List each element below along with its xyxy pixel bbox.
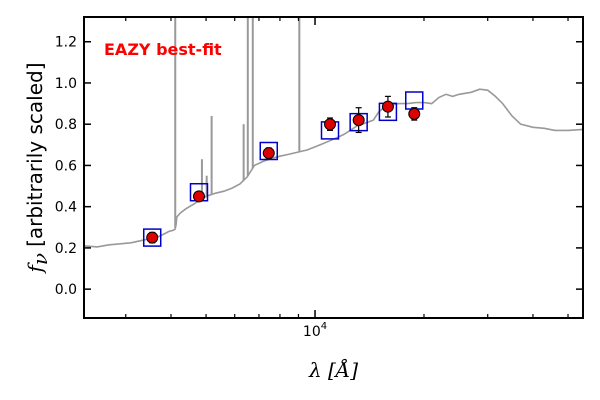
axis-ticks: 0.0 0.2 0.4 0.6 0.8 1.0 1.2 104 — [55, 17, 583, 340]
observed-flux-point-6 — [408, 107, 421, 120]
observed-flux-point-5 — [381, 100, 394, 113]
x-tick-label-exponent-0: 4 — [321, 321, 327, 332]
x-axis-label: λ [Å] — [308, 357, 358, 382]
y-tick-label-5: 1.0 — [55, 76, 77, 92]
y-tick-label-6: 1.2 — [55, 35, 77, 51]
y-tick-label-3: 0.6 — [55, 158, 77, 174]
y-tick-label-0: 0.0 — [55, 282, 77, 298]
y-tick-label-4: 0.8 — [55, 117, 77, 133]
axes-frame — [83, 16, 584, 319]
y-tick-label-2: 0.4 — [55, 200, 77, 216]
y-axis-text: [arbitrarily scaled] — [23, 63, 47, 247]
annotation-label: EAZY best-fit — [104, 40, 222, 59]
x-tick-label-0: 104 — [303, 321, 327, 340]
x-tick-label-base-0: 10 — [303, 324, 321, 340]
plot-marks — [84, 17, 583, 248]
model-flux-box-6 — [405, 91, 424, 110]
model-flux-box-2 — [259, 141, 279, 161]
y-axis-subscript: ν — [28, 253, 52, 265]
y-tick-label-1: 0.2 — [55, 241, 77, 257]
template-spectrum-line — [84, 88, 583, 248]
observed-flux-point-2 — [262, 147, 275, 160]
observed-flux-point-4 — [352, 114, 365, 127]
model-flux-box-0 — [142, 228, 162, 247]
observed-flux-point-1 — [192, 190, 205, 203]
observed-flux-point-3 — [324, 118, 337, 131]
observed-flux-point-0 — [146, 231, 159, 244]
plot-area — [84, 17, 583, 248]
y-axis-label: fν[arbitrarily scaled] — [23, 63, 52, 275]
